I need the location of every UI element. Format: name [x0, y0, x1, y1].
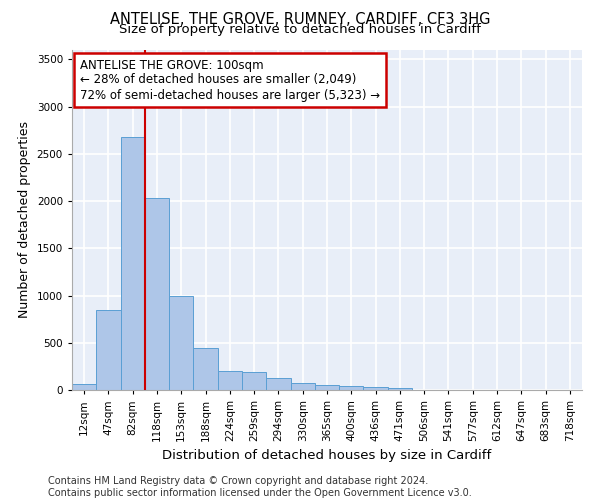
Text: Size of property relative to detached houses in Cardiff: Size of property relative to detached ho…: [119, 22, 481, 36]
Bar: [242, 372, 266, 390]
Y-axis label: Number of detached properties: Number of detached properties: [18, 122, 31, 318]
Text: Contains HM Land Registry data © Crown copyright and database right 2024.
Contai: Contains HM Land Registry data © Crown c…: [48, 476, 472, 498]
Bar: [218, 370, 242, 390]
Text: ANTELISE, THE GROVE, RUMNEY, CARDIFF, CF3 3HG: ANTELISE, THE GROVE, RUMNEY, CARDIFF, CF…: [110, 12, 490, 28]
Bar: [315, 385, 339, 390]
Bar: [193, 348, 218, 390]
Text: ANTELISE THE GROVE: 100sqm
← 28% of detached houses are smaller (2,049)
72% of s: ANTELISE THE GROVE: 100sqm ← 28% of deta…: [80, 58, 380, 102]
Bar: [96, 310, 121, 390]
Bar: [364, 387, 388, 390]
Bar: [121, 137, 145, 390]
X-axis label: Distribution of detached houses by size in Cardiff: Distribution of detached houses by size …: [163, 450, 491, 462]
Bar: [388, 388, 412, 390]
Bar: [290, 384, 315, 390]
Bar: [72, 384, 96, 390]
Bar: [169, 296, 193, 390]
Bar: [145, 198, 169, 390]
Bar: [266, 378, 290, 390]
Bar: [339, 386, 364, 390]
